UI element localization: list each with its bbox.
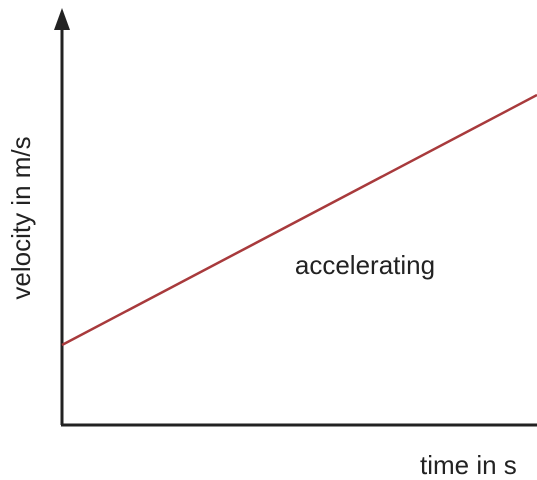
annotation: accelerating — [295, 250, 435, 280]
y-axis-label: velocity in m/s — [6, 136, 36, 299]
y-axis-arrow — [54, 8, 70, 30]
velocity-line — [61, 93, 537, 347]
x-axis-label: time in s — [420, 450, 517, 480]
